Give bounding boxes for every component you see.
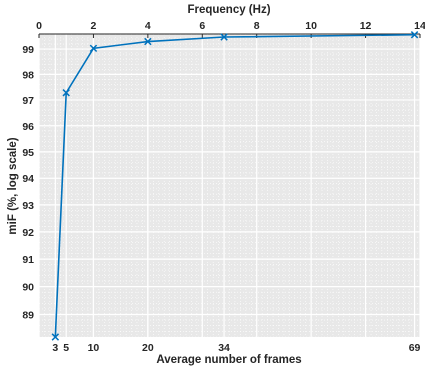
y-tick-label: 96 [22, 121, 34, 133]
data-point-marker [51, 333, 60, 341]
top-axis-tick-label: 12 [360, 20, 372, 32]
x-tick-label: 69 [409, 342, 421, 354]
x-tick-label: 3 [52, 342, 58, 354]
top-axis-tick-label: 0 [36, 20, 42, 32]
y-tick-label: 98 [22, 69, 34, 81]
y-tick-label: 91 [22, 254, 34, 266]
top-axis-tick-label: 8 [254, 20, 260, 32]
top-axis-title: Frequency (Hz) [187, 4, 270, 16]
x-axis-title: Average number of frames [156, 354, 301, 366]
x-tick-label: 5 [63, 342, 69, 354]
y-axis-ticks: 89 90 91 92 93 94 95 96 97 98 99 [22, 44, 34, 321]
x-tick-label: 34 [218, 342, 230, 354]
y-tick-label: 89 [22, 309, 34, 321]
data-point-marker [62, 89, 70, 97]
y-tick-label: 94 [22, 173, 34, 185]
y-tick-label: 90 [22, 282, 34, 294]
top-axis-tick-label: 6 [199, 20, 205, 32]
x-tick-label: 20 [142, 342, 154, 354]
top-axis-tick-label: 2 [91, 20, 97, 32]
y-tick-label: 93 [22, 200, 34, 212]
data-point-marker [220, 33, 228, 41]
x-axis-ticks: 3 5 10 20 34 69 [52, 342, 420, 354]
y-axis-title: miF (%, log scale) [7, 137, 19, 234]
top-axis-tick-label: 4 [145, 20, 151, 32]
x-tick-label: 10 [88, 342, 100, 354]
y-tick-label: 97 [22, 95, 34, 107]
series-line [54, 33, 415, 338]
data-point-marker [144, 37, 152, 46]
top-axis-ticks: 0 2 4 6 8 10 12 14 [36, 20, 425, 38]
data-point-marker [89, 44, 98, 53]
top-axis-tick-label: 14 [414, 20, 425, 32]
y-tick-label: 95 [22, 147, 34, 159]
grid [38, 34, 421, 338]
top-axis-tick-label: 10 [305, 20, 317, 32]
y-tick-label: 92 [22, 227, 34, 239]
series [51, 31, 419, 341]
y-tick-label: 99 [22, 44, 34, 56]
data-point-marker [410, 31, 419, 39]
